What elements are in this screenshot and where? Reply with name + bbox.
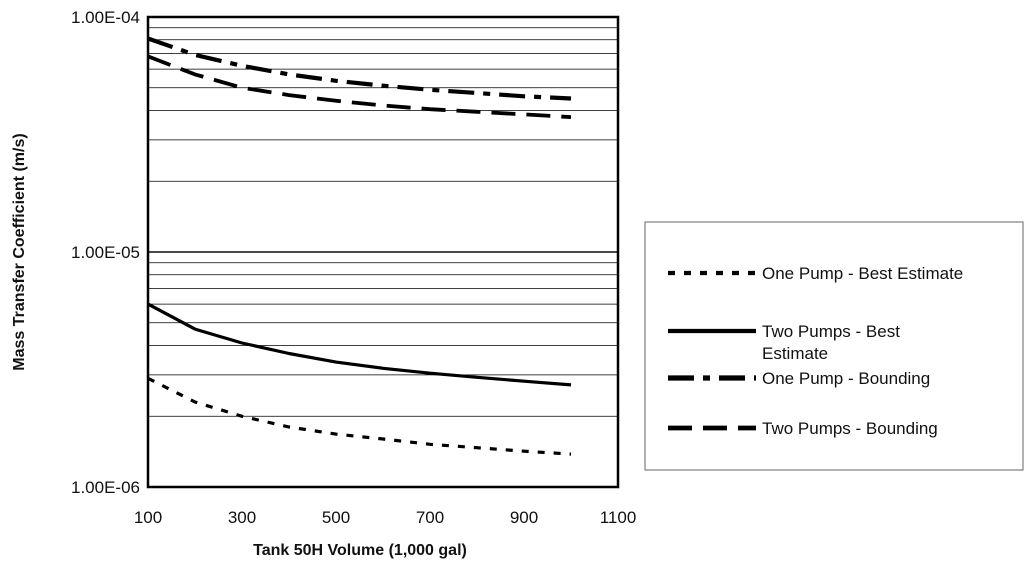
gridlines <box>148 16 618 488</box>
x-tick-label: 1100 <box>600 508 637 527</box>
legend-box <box>644 221 1024 471</box>
x-tick-label: 900 <box>510 508 538 527</box>
legend-label: One Pump - Best Estimate <box>762 264 963 283</box>
y-axis-ticks: 1.00E-06 1.00E-05 1.00E-04 <box>71 8 140 497</box>
plot-area-frame <box>146 15 620 489</box>
y-axis-title: Mass Transfer Coefficient (m/s) <box>11 133 28 370</box>
x-tick-label: 300 <box>228 508 256 527</box>
series-line-3 <box>147 36 572 101</box>
series-line-2 <box>147 302 572 387</box>
y-tick-label: 1.00E-04 <box>71 8 140 27</box>
legend-label: Two Pumps - Best <box>762 322 900 341</box>
series-layer <box>147 36 572 456</box>
x-axis-title: Tank 50H Volume (1,000 gal) <box>253 542 467 559</box>
x-axis-ticks: 100 300 500 700 900 1100 <box>134 508 636 527</box>
legend-label: Estimate <box>762 344 828 363</box>
legend-label: Two Pumps - Bounding <box>762 419 938 438</box>
legend-entries: One Pump - Best Estimate Two Pumps - Best… <box>668 264 963 438</box>
y-tick-label: 1.00E-06 <box>71 478 140 497</box>
y-tick-label: 1.00E-05 <box>71 243 140 262</box>
x-tick-label: 500 <box>322 508 350 527</box>
legend: One Pump - Best Estimate Two Pumps - Best… <box>644 221 1024 471</box>
x-tick-label: 700 <box>416 508 444 527</box>
series-line-4 <box>147 54 572 119</box>
legend-label: One Pump - Bounding <box>762 369 930 388</box>
x-tick-label: 100 <box>134 508 162 527</box>
